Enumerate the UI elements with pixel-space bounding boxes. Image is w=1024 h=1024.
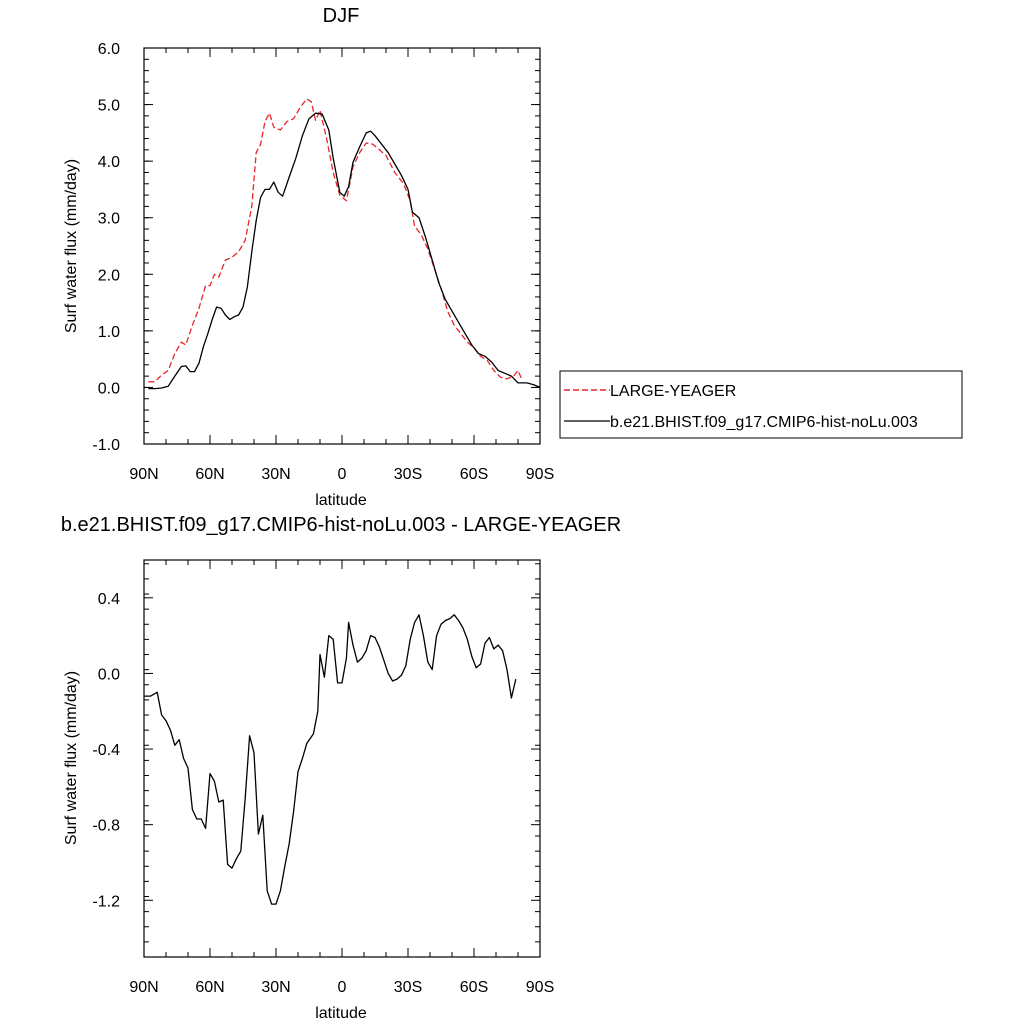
top-chart-axis-ticks: 90N 60N 30N 0 30S 60S 90S -1.0 0.0 1.0 2.0 3.0 4.0 5.… — [92, 41, 554, 483]
bottom-chart-x-tick-label: 90S — [526, 979, 554, 996]
bottom-chart-x-axis-label: latitude — [315, 1005, 367, 1022]
top-chart-y-tick-label: 2.0 — [98, 267, 120, 284]
top-chart-x-tick-label: 90N — [129, 466, 158, 483]
bottom-chart-y-tick-label: 0.4 — [98, 591, 120, 608]
bottom-chart-plot-frame — [143, 559, 541, 958]
legend-frame — [559, 370, 963, 439]
top-chart-y-tick-label: 6.0 — [98, 41, 120, 58]
bottom-chart-x-tick-label: 90N — [129, 979, 158, 996]
bottom-chart-y-tick-label: 0.0 — [98, 666, 120, 683]
top-chart-title: DJF — [323, 5, 360, 27]
top-chart-series-line-1 — [148, 112, 541, 390]
top-chart-x-axis-label: latitude — [315, 492, 367, 509]
bottom-chart-y-tick-label: -1.2 — [92, 893, 120, 910]
bottom-chart-y-axis-label: Surf water flux (mm/day) — [63, 671, 80, 845]
top-chart-series — [148, 98, 541, 390]
legend-label-large-yeager: LARGE-YEAGER — [610, 383, 736, 400]
top-chart-y-tick-label: 3.0 — [98, 211, 120, 228]
bottom-chart-axis-ticks: 90N 60N 30N 0 30S 60S 90S -1.2 -0.8 -0.4 0.0 0.4 — [92, 560, 554, 996]
bottom-chart-x-tick-label: 60N — [195, 979, 224, 996]
bottom-chart: b.e21.BHIST.f09_g17.CMIP6-hist-noLu.003 … — [61, 514, 621, 1022]
top-chart-x-tick-label: 60N — [195, 466, 224, 483]
top-chart-x-tick-label: 90S — [526, 466, 554, 483]
bottom-chart-x-tick-label: 0 — [338, 979, 347, 996]
bottom-chart-x-tick-label: 60S — [460, 979, 488, 996]
top-chart-plot-frame — [143, 47, 541, 445]
top-chart-y-tick-label: -1.0 — [92, 437, 120, 454]
bottom-chart-x-tick-label: 30S — [394, 979, 422, 996]
bottom-chart-series-line-0 — [144, 614, 517, 905]
top-chart: DJF Surf water flux (mm/day) latitude 90… — [63, 5, 554, 509]
top-chart-y-axis-label: Surf water flux (mm/day) — [63, 159, 80, 333]
top-chart-x-tick-label: 0 — [338, 466, 347, 483]
top-chart-x-tick-label: 30N — [261, 466, 290, 483]
top-chart-y-tick-label: 1.0 — [98, 324, 120, 341]
legend: LARGE-YEAGER b.e21.BHIST.f09_g17.CMIP6-h… — [559, 370, 963, 439]
top-chart-series-line-0 — [148, 98, 523, 383]
top-chart-y-tick-label: 4.0 — [98, 154, 120, 171]
top-chart-x-tick-label: 60S — [460, 466, 488, 483]
bottom-chart-series — [144, 614, 517, 905]
bottom-chart-title: b.e21.BHIST.f09_g17.CMIP6-hist-noLu.003 … — [61, 514, 621, 536]
bottom-chart-y-tick-label: -0.4 — [92, 742, 120, 759]
bottom-chart-x-tick-label: 30N — [261, 979, 290, 996]
bottom-chart-y-tick-label: -0.8 — [92, 818, 120, 835]
top-chart-x-tick-label: 30S — [394, 466, 422, 483]
top-chart-y-tick-label: 0.0 — [98, 380, 120, 397]
top-chart-y-tick-label: 5.0 — [98, 98, 120, 115]
legend-label-cmip6-hist-nolu: b.e21.BHIST.f09_g17.CMIP6-hist-noLu.003 — [610, 414, 918, 431]
